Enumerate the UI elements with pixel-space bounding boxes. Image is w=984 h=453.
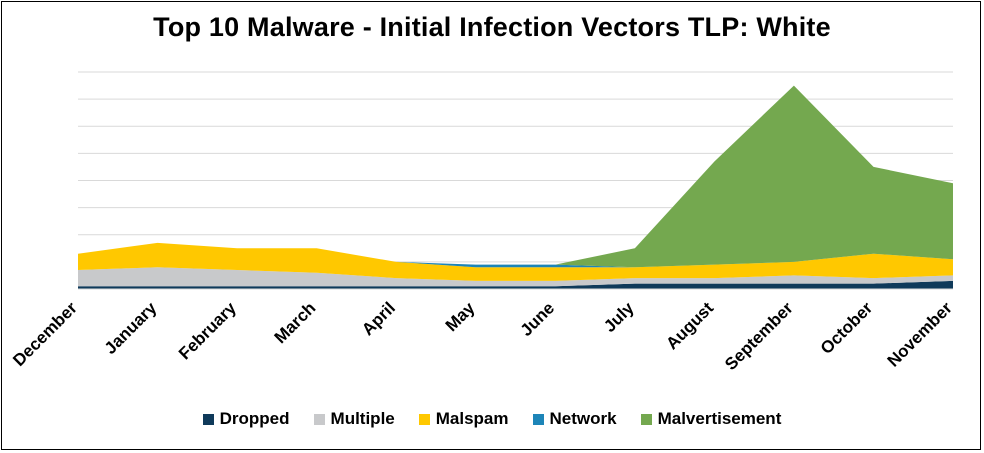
legend-item-malvertisement: Malvertisement [640,409,782,429]
legend-swatch [202,413,214,425]
x-tick-label: June [517,298,558,339]
x-tick-label: September [721,298,797,374]
x-tick-label: October [817,298,877,358]
x-tick-label: February [175,298,240,363]
legend-swatch [532,413,544,425]
legend-swatch [418,413,430,425]
legend-item-dropped: Dropped [202,409,290,429]
series-areas [78,85,953,289]
legend-label: Dropped [219,409,290,428]
x-tick-label: July [600,298,638,336]
x-tick-label: August [662,298,717,353]
x-tick-label: May [442,298,479,335]
chart-title: Top 10 Malware - Initial Infection Vecto… [153,12,831,42]
x-tick-labels: December January February March April May June… [9,298,956,374]
legend-label: Malvertisement [657,409,782,428]
legend-swatch [640,413,652,425]
legend-label: Malspam [435,409,509,428]
x-tick-label: January [101,298,161,358]
legend-item-network: Network [532,409,617,429]
legend-item-multiple: Multiple [313,409,395,429]
x-tick-label: April [358,298,399,339]
legend-swatch [313,413,325,425]
x-tick-label: November [884,298,956,370]
chart-legend: Dropped Multiple Malspam Network Malvertisem… [0,409,984,429]
area-malvertisement [78,85,953,268]
area-dropped [78,280,953,289]
x-tick-label: December [9,298,81,370]
area-multiple [78,267,953,287]
legend-label: Network [549,409,617,428]
legend-label: Multiple [330,409,395,428]
legend-item-malspam: Malspam [418,409,509,429]
area-malspam [78,242,953,281]
x-tick-label: March [271,298,320,347]
